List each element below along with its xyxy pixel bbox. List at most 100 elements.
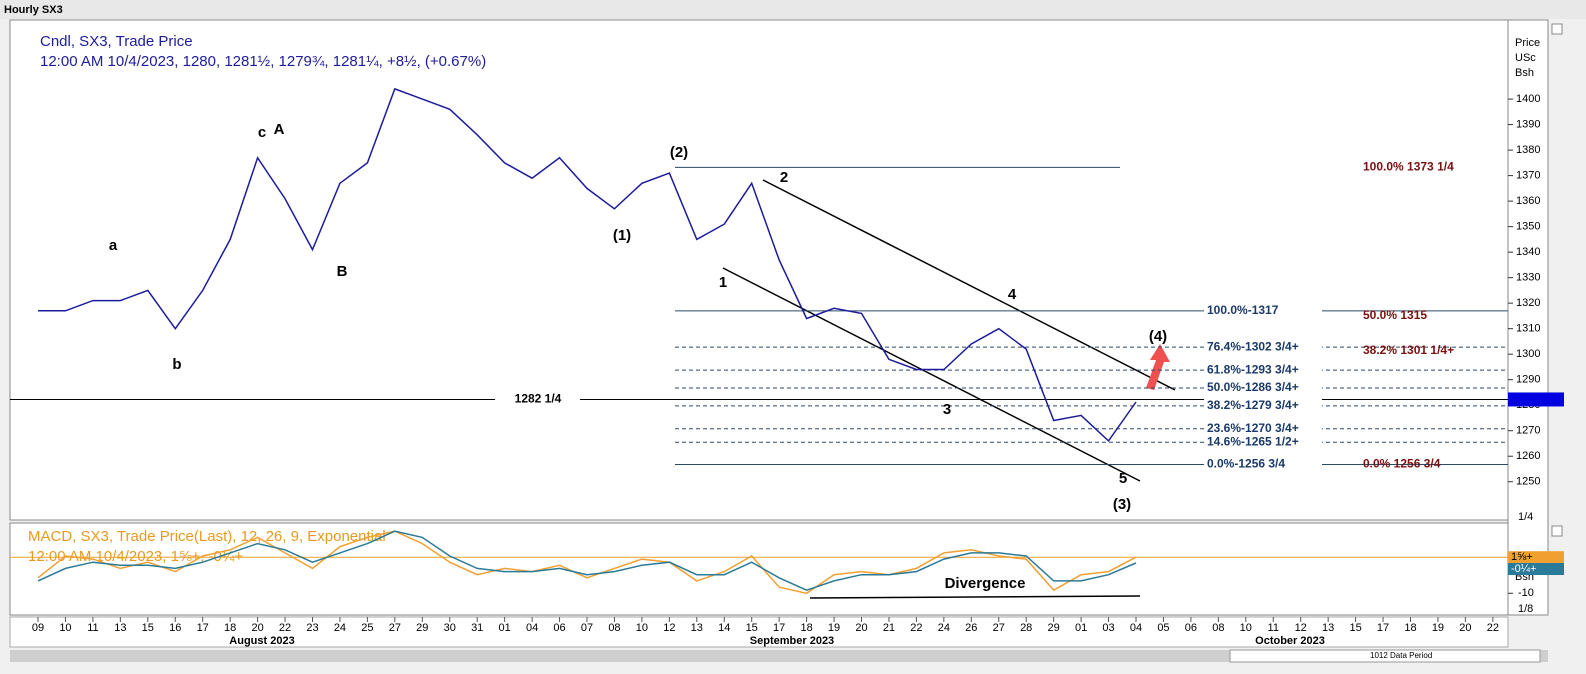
macd-legend-title: MACD, SX3, Trade Price(Last), 12, 26, 9,… <box>28 528 386 545</box>
y-tick-label: 1330 <box>1516 272 1540 284</box>
axis-footer: 1/8 <box>1518 603 1533 615</box>
series-line <box>37 530 1137 592</box>
x-tick-label: 22 <box>279 622 291 634</box>
x-tick-label: 30 <box>444 622 456 634</box>
x-tick-label: 31 <box>471 622 483 634</box>
x-tick-label: 17 <box>773 622 785 634</box>
wave-label: (4) <box>1149 328 1167 345</box>
x-tick-label: 15 <box>142 622 154 634</box>
label-bg <box>1204 421 1322 436</box>
x-tick-label: 14 <box>718 622 730 634</box>
x-tick-label: 09 <box>32 622 44 634</box>
channel-line <box>722 267 1141 482</box>
wave-label: b <box>172 356 181 373</box>
x-tick-label: 03 <box>1102 622 1114 634</box>
month-label: August 2023 <box>229 635 294 647</box>
y-tick-label: 1350 <box>1516 221 1540 233</box>
scrollbar[interactable] <box>10 650 1548 662</box>
x-tick-label: 20 <box>1459 622 1471 634</box>
x-tick-label: 27 <box>389 622 401 634</box>
y-tick-label: 1360 <box>1516 195 1540 207</box>
current-label: -0¼+ <box>1511 563 1536 575</box>
y-tick-label: 1340 <box>1516 246 1540 258</box>
x-tick-label: 24 <box>334 622 346 634</box>
data-period: 1012 Data Period <box>1370 651 1432 660</box>
x-tick-label: 01 <box>1075 622 1087 634</box>
label-bg <box>1204 380 1322 395</box>
wave-label: a <box>109 237 118 254</box>
channel-line <box>762 179 1176 391</box>
current-label: 1⅝+ <box>1511 551 1533 563</box>
x-tick-label: 20 <box>251 622 263 634</box>
month-label: October 2023 <box>1255 635 1325 647</box>
wave-label: 4 <box>1008 286 1017 303</box>
x-tick-label: 13 <box>691 622 703 634</box>
legend-values: 12:00 AM 10/4/2023, 1280, 1281½, 1279¾, … <box>40 53 486 70</box>
fib-right-label: 50.0% 1315 <box>1363 308 1427 322</box>
x-tick-label: 11 <box>87 622 98 634</box>
x-tick-label: 18 <box>800 622 812 634</box>
y-tick-label: 1290 <box>1516 374 1540 386</box>
wave-label: (3) <box>1113 496 1131 513</box>
legend-title: Cndl, SX3, Trade Price <box>40 33 193 50</box>
reference-label: 1282 1/4 <box>515 392 562 406</box>
wave-label: 2 <box>780 169 788 186</box>
x-tick-label: 21 <box>883 622 895 634</box>
annotation: Divergence <box>945 575 1026 592</box>
month-label: September 2023 <box>750 635 834 647</box>
fib-right-label: 0.0% 1256 3/4 <box>1363 457 1441 471</box>
x-tick-label: 20 <box>855 622 867 634</box>
y-tick-label: 1310 <box>1516 323 1540 335</box>
label-bg <box>1204 457 1322 472</box>
label-bg <box>495 391 580 408</box>
x-tick-label: 04 <box>1130 622 1142 634</box>
x-tick-label: 13 <box>1322 622 1334 634</box>
x-tick-label: 24 <box>938 622 950 634</box>
x-tick-label: 26 <box>965 622 977 634</box>
x-tick-label: 10 <box>636 622 648 634</box>
x-tick-label: 06 <box>553 622 565 634</box>
title-bar <box>0 0 1586 19</box>
close-button[interactable] <box>1551 525 1563 537</box>
current-box <box>1508 563 1564 576</box>
axis-label: Price <box>1515 37 1540 49</box>
x-tick-label: 18 <box>224 622 236 634</box>
current-price <box>1508 392 1564 407</box>
scrollbar-thumb[interactable] <box>1229 649 1541 663</box>
divergence-line <box>809 595 1141 599</box>
x-tick-label: 22 <box>910 622 922 634</box>
current-box <box>1508 551 1564 564</box>
x-tick-label: 12 <box>663 622 675 634</box>
x-tick-label: 19 <box>828 622 840 634</box>
wave-label: 1 <box>719 274 727 291</box>
x-tick-label: 18 <box>1404 622 1416 634</box>
label-bg <box>1204 340 1322 355</box>
x-tick-label: 08 <box>608 622 620 634</box>
label-bg <box>1204 363 1322 378</box>
x-tick-label: 04 <box>526 622 538 634</box>
x-tick-label: 22 <box>1487 622 1499 634</box>
fib-right-label: 100.0% 1373 1/4 <box>1363 159 1454 173</box>
y-tick-label: 1400 <box>1516 93 1540 105</box>
wave-label: 3 <box>943 401 951 418</box>
x-tick-label: 16 <box>169 622 181 634</box>
y-tick-label: 1270 <box>1516 425 1540 437</box>
close-button[interactable] <box>1551 23 1563 35</box>
axis-footer: 1/4 <box>1518 511 1533 523</box>
wave-label: A <box>274 121 285 138</box>
window-title: Hourly SX3 <box>4 4 63 16</box>
y-tick-label: 1390 <box>1516 118 1540 130</box>
x-tick-label: 17 <box>1377 622 1389 634</box>
y-tick-label: 1260 <box>1516 450 1540 462</box>
series-line <box>37 530 1137 595</box>
date-axis <box>9 616 1509 648</box>
fib-label: 50.0%-1286 3/4+ <box>1207 380 1299 394</box>
x-tick-label: 25 <box>361 622 373 634</box>
y-tick-label: -10 <box>1518 587 1534 599</box>
series-line <box>38 87 1137 443</box>
label-bg <box>1204 435 1322 450</box>
fib-label: 76.4%-1302 3/4+ <box>1207 339 1299 353</box>
y-tick-label: 1380 <box>1516 144 1540 156</box>
